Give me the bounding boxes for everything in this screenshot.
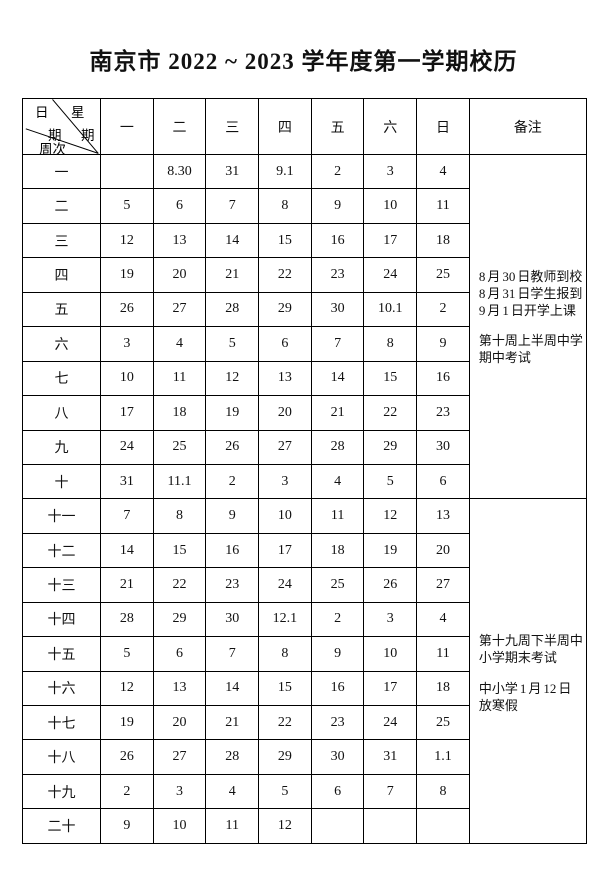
svg-text:星: 星 xyxy=(71,105,85,120)
svg-text:日: 日 xyxy=(35,105,49,120)
svg-text:周次: 周次 xyxy=(39,142,66,155)
svg-text:期: 期 xyxy=(48,128,62,143)
svg-text:期: 期 xyxy=(81,128,95,143)
